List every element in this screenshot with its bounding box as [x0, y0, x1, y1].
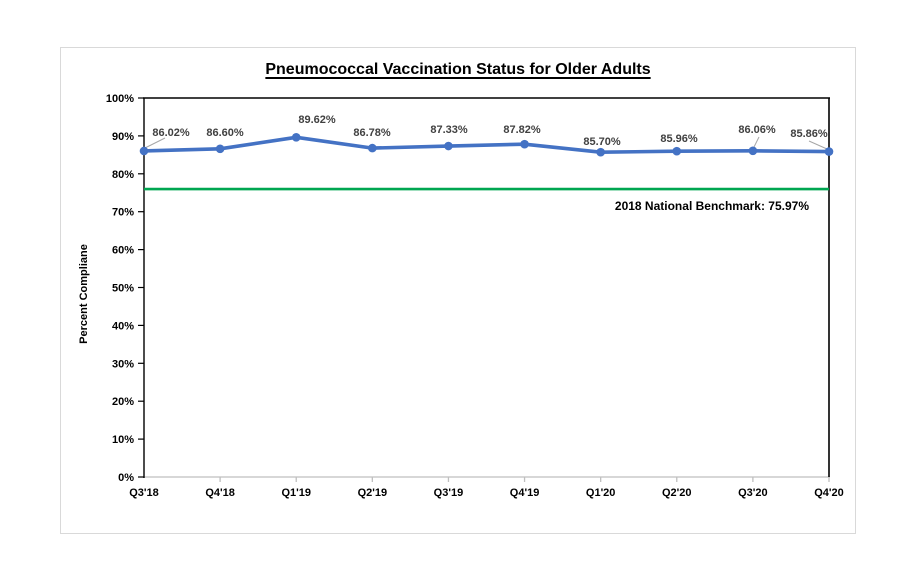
data-label: 86.06%: [738, 124, 776, 136]
y-tick-label: 90%: [112, 131, 134, 143]
x-tick-label: Q2'20: [662, 487, 692, 499]
y-tick-label: 70%: [112, 207, 134, 219]
data-point-marker: [291, 133, 301, 142]
y-tick-label: 40%: [112, 320, 134, 332]
data-label: 86.02%: [152, 127, 190, 139]
y-axis-title: Percent Compliane: [78, 244, 90, 344]
x-tick-label: Q3'19: [434, 487, 464, 499]
x-tick-label: Q4'20: [814, 487, 844, 499]
y-tick-label: 100%: [106, 93, 134, 105]
data-label: 86.78%: [353, 127, 391, 139]
y-tick-label: 10%: [112, 434, 134, 446]
data-label: 85.86%: [790, 128, 828, 140]
x-tick-label: Q1'19: [281, 487, 311, 499]
data-label-leader-line: [753, 136, 760, 148]
y-tick-label: 50%: [112, 283, 134, 295]
data-point-marker: [520, 139, 529, 149]
chart-title: Pneumococcal Vaccination Status for Olde…: [265, 61, 651, 78]
data-label: 87.82%: [503, 124, 541, 136]
y-tick-label: 20%: [112, 396, 134, 408]
data-point-marker: [824, 147, 834, 156]
y-tick-label: 60%: [112, 245, 134, 257]
data-point-marker: [139, 146, 149, 156]
x-tick-label: Q1'20: [586, 487, 616, 499]
data-point-marker: [748, 146, 758, 156]
x-tick-label: Q4'19: [510, 487, 540, 499]
vaccination-line-chart: 0% 10% 20% 30% 40% 50% 60% 70% 80% 90% 100% Q3'18 Q4…: [78, 93, 844, 499]
x-tick-label: Q3'18: [129, 487, 159, 499]
data-point-marker: [672, 146, 682, 156]
data-point-marker: [596, 147, 605, 157]
data-label-leader-line: [144, 137, 166, 149]
y-tick-label: 80%: [112, 169, 134, 181]
data-label: 87.33%: [430, 124, 468, 136]
data-label: 86.60%: [206, 127, 244, 139]
data-label: 89.62%: [298, 114, 336, 126]
data-label: 85.96%: [660, 133, 698, 145]
data-label-leader-line: [808, 140, 828, 150]
x-tick-label: Q4'18: [205, 487, 235, 499]
benchmark-label: 2018 National Benchmark: 75.97%: [615, 199, 809, 213]
data-label: 85.70%: [583, 136, 621, 148]
x-tick-label: Q2'19: [358, 487, 388, 499]
chart-frame: Pneumococcal Vaccination Status for Olde…: [60, 47, 856, 534]
series-line: [142, 135, 831, 154]
data-point-marker: [444, 141, 453, 151]
y-tick-label: 30%: [112, 358, 134, 370]
data-point-marker: [368, 143, 377, 153]
y-tick-label: 0%: [118, 472, 134, 484]
data-point-marker: [215, 144, 225, 154]
x-tick-label: Q3'20: [738, 487, 768, 499]
